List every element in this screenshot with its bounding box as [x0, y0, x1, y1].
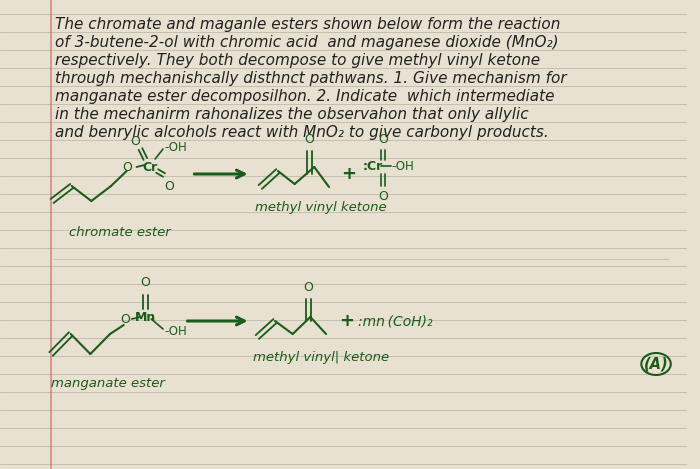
Text: O: O — [141, 276, 150, 289]
Text: of 3-butene-2-ol with chromic acid  and maganese dioxide (MnO₂): of 3-butene-2-ol with chromic acid and m… — [55, 35, 559, 50]
Text: O: O — [378, 190, 388, 203]
Text: methyl vinyl ketone: methyl vinyl ketone — [256, 201, 387, 214]
Text: O: O — [131, 135, 141, 147]
Text: +: + — [341, 165, 356, 183]
Text: :Cr: :Cr — [363, 159, 384, 173]
Text: +: + — [340, 312, 354, 330]
Text: O: O — [122, 160, 132, 174]
Text: methyl vinyl| ketone: methyl vinyl| ketone — [253, 351, 389, 364]
Text: -OH: -OH — [164, 141, 187, 153]
Text: O: O — [303, 281, 314, 294]
Text: -OH: -OH — [391, 159, 414, 173]
Text: O: O — [378, 133, 388, 146]
Text: through mechanishcally disthnct pathwans. 1. Give mechanism for: through mechanishcally disthnct pathwans… — [55, 71, 566, 86]
Text: manganate ester: manganate ester — [51, 377, 165, 390]
Text: in the mechanirm rahonalizes the observahon that only allylic: in the mechanirm rahonalizes the observa… — [55, 107, 528, 122]
Text: manganate ester decomposilhon. 2. Indicate  which intermediate: manganate ester decomposilhon. 2. Indica… — [55, 89, 554, 104]
Text: The chromate and maganle esters shown below form the reaction: The chromate and maganle esters shown be… — [55, 17, 561, 32]
Text: O: O — [120, 312, 130, 325]
Text: Mn: Mn — [134, 310, 156, 324]
Text: O: O — [164, 180, 174, 192]
Text: chromate ester: chromate ester — [69, 226, 171, 239]
Text: Cr: Cr — [143, 160, 158, 174]
Text: respectively. They both decompose to give methyl vinyl ketone: respectively. They both decompose to giv… — [55, 53, 540, 68]
Text: -OH: -OH — [164, 325, 187, 338]
Text: and benrylic alcohols react with MnO₂ to give carbonyl products.: and benrylic alcohols react with MnO₂ to… — [55, 125, 549, 140]
Text: :mn (CoH)₂: :mn (CoH)₂ — [358, 314, 433, 328]
Text: (A): (A) — [644, 356, 668, 371]
Text: O: O — [304, 133, 314, 146]
